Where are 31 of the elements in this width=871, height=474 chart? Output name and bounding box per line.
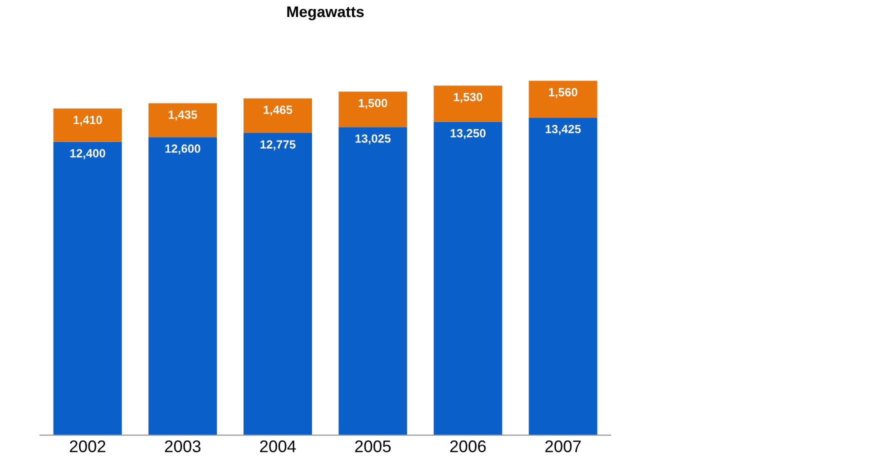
bar bbox=[244, 133, 312, 436]
x-tick-label: 2002 bbox=[70, 440, 106, 452]
data-label: 1,560 bbox=[549, 88, 578, 98]
data-label: 1,500 bbox=[358, 98, 388, 109]
bar bbox=[528, 118, 598, 436]
data-label: 12,775 bbox=[260, 140, 296, 150]
bar bbox=[434, 86, 502, 122]
bar bbox=[148, 137, 217, 436]
data-label: 12,600 bbox=[165, 144, 200, 154]
data-label: 13,025 bbox=[356, 134, 391, 144]
x-tick-label: 2005 bbox=[355, 440, 391, 452]
data-label: 1,410 bbox=[74, 116, 102, 126]
x-tick-label: 2007 bbox=[545, 440, 581, 452]
data-label: 13,250 bbox=[450, 129, 486, 140]
chart-title: Megawatts bbox=[287, 6, 364, 20]
bar bbox=[338, 92, 408, 128]
bar bbox=[434, 122, 502, 436]
data-label: 1,465 bbox=[264, 106, 292, 116]
bar bbox=[53, 108, 122, 142]
data-label: 12,400 bbox=[70, 149, 106, 160]
bar bbox=[528, 80, 598, 118]
data-label: 13,425 bbox=[546, 124, 581, 135]
x-tick-label: 2004 bbox=[260, 440, 296, 452]
x-tick-label: 2003 bbox=[164, 440, 200, 452]
bar bbox=[338, 127, 408, 436]
data-label: 1,435 bbox=[168, 110, 198, 121]
data-label: 1,530 bbox=[454, 92, 482, 103]
bar bbox=[244, 98, 312, 134]
bar bbox=[148, 103, 217, 138]
bar bbox=[53, 142, 122, 436]
x-tick-label: 2006 bbox=[450, 440, 486, 452]
